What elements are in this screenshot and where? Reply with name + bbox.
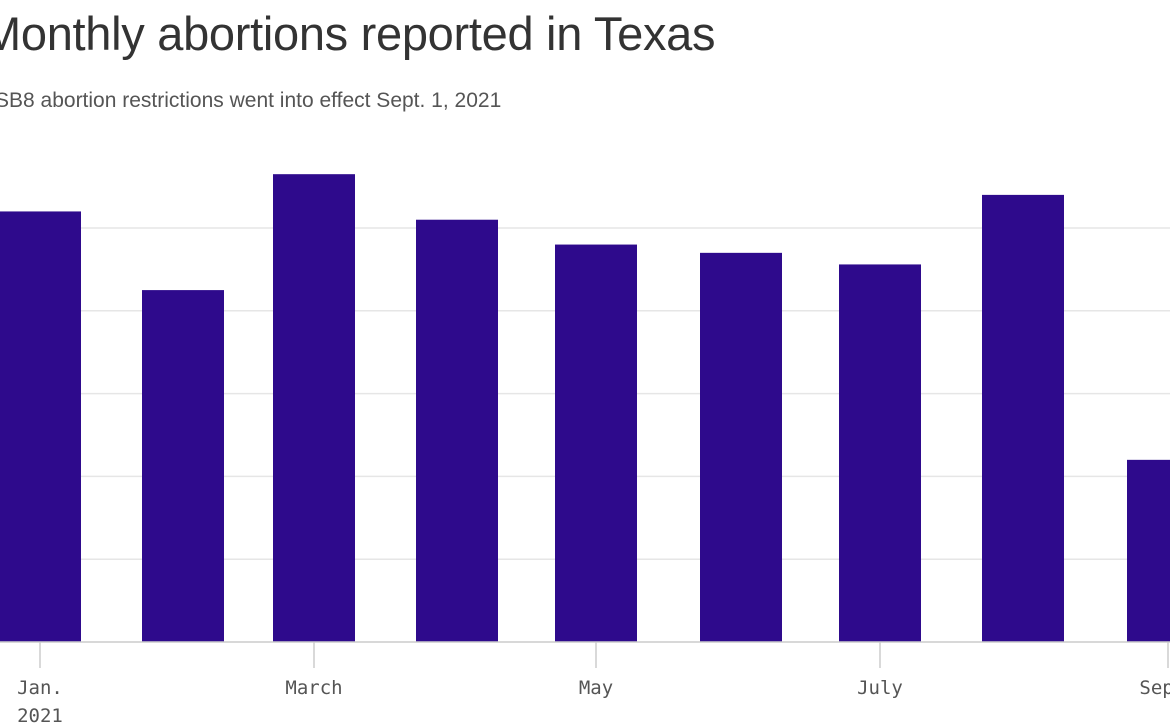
x-tick-label-line: 2021 — [17, 705, 63, 725]
bar-feb — [142, 290, 224, 642]
bars — [0, 174, 1170, 642]
bar-april — [416, 219, 498, 642]
x-tick-label: Jan. 2021 — [17, 677, 63, 725]
bar-sept — [1127, 459, 1170, 642]
x-tick-label: Sept. — [1139, 677, 1170, 699]
bar-may — [555, 244, 637, 642]
x-tick-label-line: May — [579, 677, 613, 699]
bar-march — [273, 174, 355, 642]
x-tick-label: July — [857, 677, 903, 699]
chart-title: Monthly abortions reported in Texas — [0, 7, 716, 60]
x-axis: Jan. 2021 March May July Sept. — [17, 642, 1170, 725]
bar-jan-2021 — [0, 211, 81, 642]
x-tick-label-line: March — [285, 677, 342, 699]
bar-aug — [982, 194, 1064, 642]
x-tick-label: May — [579, 677, 613, 699]
x-tick-label: March — [285, 677, 342, 699]
x-tick-label-line: Sept. — [1139, 677, 1170, 699]
chart-subtitle: SB8 abortion restrictions went into effe… — [0, 89, 502, 112]
x-tick-label-line: Jan. — [17, 677, 63, 699]
bar-june — [700, 252, 782, 642]
x-tick-label-line: July — [857, 677, 903, 699]
bar-july — [839, 264, 921, 642]
